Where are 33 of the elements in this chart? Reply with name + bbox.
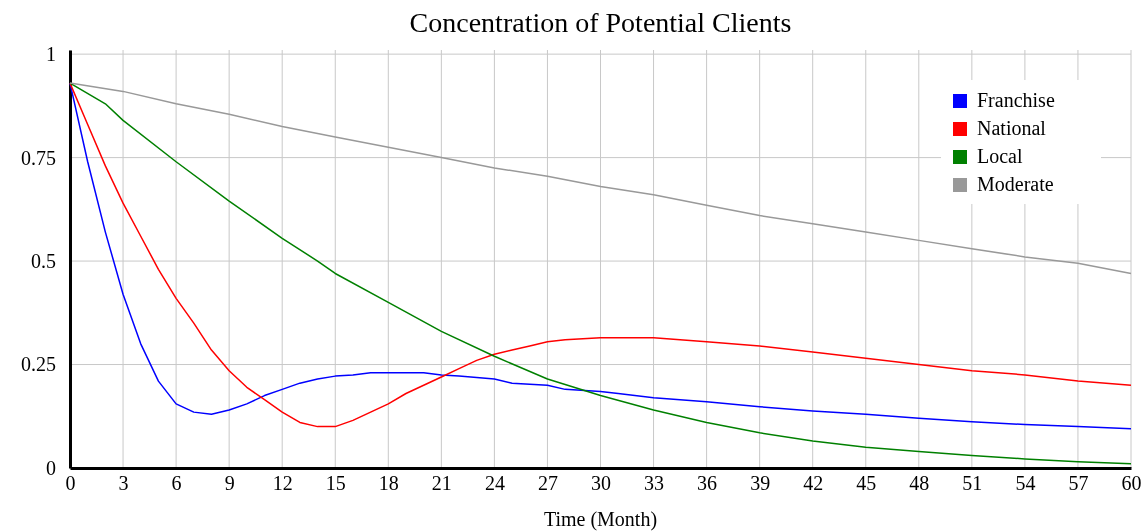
x-tick-label: 12 — [272, 472, 293, 495]
legend-label: Local — [977, 145, 1023, 167]
legend-label: Franchise — [977, 89, 1055, 111]
y-tick-label: 1 — [46, 43, 56, 66]
x-tick-label: 3 — [118, 472, 129, 495]
x-tick-label: 18 — [378, 472, 399, 495]
y-tick-label: 0.75 — [21, 146, 56, 169]
x-tick-label: 27 — [537, 472, 558, 495]
x-tick-label: 33 — [644, 472, 665, 495]
x-tick-label: 45 — [856, 472, 877, 495]
x-tick-label: 60 — [1121, 472, 1142, 495]
x-tick-label: 51 — [962, 472, 983, 495]
x-tick-label: 24 — [484, 472, 505, 495]
x-tick-label: 30 — [591, 472, 611, 495]
y-tick-label: 0.5 — [31, 249, 56, 272]
x-tick-label: 0 — [65, 472, 76, 495]
x-tick-label: 57 — [1068, 472, 1089, 495]
x-axis-title: Time (Month) — [543, 508, 658, 531]
legend-label: National — [977, 117, 1047, 139]
x-tick-label: 36 — [697, 472, 718, 495]
x-tick-label: 48 — [909, 472, 930, 495]
x-tick-label: 21 — [431, 472, 452, 495]
y-tick-label: 0 — [46, 456, 56, 479]
x-tick-label: 9 — [224, 472, 235, 495]
x-tick-label: 15 — [325, 472, 346, 495]
legend-label: Moderate — [977, 173, 1054, 195]
x-tick-label: 39 — [750, 472, 771, 495]
x-tick-label: 42 — [803, 472, 824, 495]
chart-title: Concentration of Potential Clients — [409, 7, 792, 38]
line-series — [69, 82, 1132, 275]
y-tick-label: 0.25 — [21, 353, 56, 376]
x-tick-label: 6 — [171, 472, 182, 495]
x-tick-label: 54 — [1015, 472, 1036, 495]
